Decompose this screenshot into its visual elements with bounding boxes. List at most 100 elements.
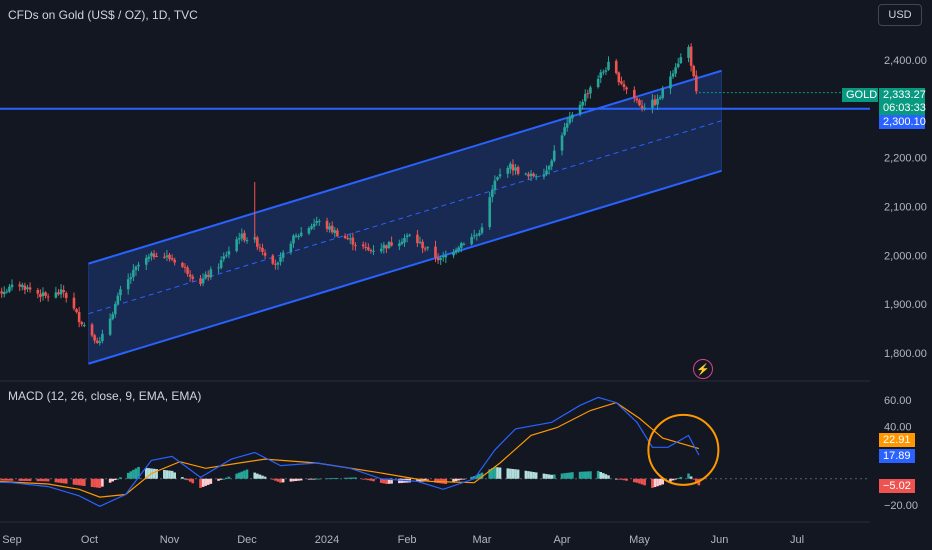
macd-hist-bar [689,476,693,479]
candle-body [330,225,334,233]
candle-body [416,234,419,244]
candle-body [333,230,337,233]
macd-hist-bar [635,478,639,483]
candle-body [134,266,138,271]
macd-hist-bar [385,478,388,484]
candle-body [80,322,84,325]
macd-hist-bar [369,478,373,481]
candle-body [328,226,331,230]
candle-body [72,297,76,309]
candle-body [245,239,249,242]
macd-indicator-title[interactable]: MACD (12, 26, close, 9, EMA, EMA) [8,389,202,403]
macd-hist-bar [8,478,11,481]
macd-hist-bar [132,469,135,479]
price-tick-label: 1,900.00 [884,299,927,311]
macd-hist-bar [75,478,78,485]
candle-body [418,242,422,244]
macd-hist-bar [134,468,138,479]
candle-body [423,248,427,250]
time-tick-label: May [629,534,650,546]
macd-hist-bar [552,474,556,479]
time-tick-label: Dec [237,534,257,546]
macd-hist-bar [426,478,430,482]
macd-hist-bar [550,474,553,479]
macd-hist-bar [72,478,76,485]
channel-lower-line [88,169,722,365]
macd-hist-bar [292,478,295,482]
candle-body [41,292,45,297]
candle-body [170,258,174,260]
candle-body [235,239,238,251]
macd-hist-bar [583,471,587,479]
macd-hist-bar [312,478,316,480]
macd-hist-bar [354,477,357,479]
macd-hist-bar [21,478,24,481]
candle-body [173,259,176,263]
candle-body [8,286,11,292]
candle-body [119,289,122,296]
candle-body [671,73,675,77]
macd-hist-bar [28,478,32,482]
macd-hist-bar [39,478,42,482]
candle-body [372,250,375,252]
macd-hist-bar [488,469,492,479]
lightning-circle-icon[interactable]: ⚡ [693,359,713,379]
macd-tick-label: −20.00 [884,500,918,512]
candle-body [633,89,636,98]
candle-body [405,235,409,238]
currency-button[interactable]: USD [878,4,922,26]
macd-hist-bar [80,478,84,486]
candle-body [367,247,370,250]
macd-hist-bar [560,473,564,479]
candle-body [46,296,50,298]
macd-hist-bar [5,478,9,481]
macd-hist-bar [129,471,133,479]
macd-hist-bar [460,478,463,480]
macd-hist-bar [204,478,207,486]
macd-hist-bar [436,478,440,484]
candle-body [643,107,646,109]
last-price-badge: 2,333.27 [879,88,926,102]
candle-body [209,269,213,278]
candle-body [439,258,442,261]
candle-body [472,235,476,237]
macd-hist-bar [687,473,690,479]
macd-hist-bar [126,472,130,479]
macd-hist-bar [333,478,337,479]
macd-hist-bar [620,478,623,480]
macd-hist-bar [643,478,646,486]
macd-hist-bar [638,478,641,484]
channel-fill [88,70,722,364]
candle-body [64,293,68,299]
candle-body [274,263,277,265]
hline-price-badge: 2,300.10 [879,115,926,129]
macd-hist-badge: −5.02 [879,479,915,493]
price-tick-label: 2,200.00 [884,153,927,165]
macd-hist-bar [152,468,156,479]
candle-body [116,295,120,305]
candle-body [509,163,512,169]
time-tick-label: Sep [2,534,22,546]
candle-body [669,76,672,89]
time-tick-label: Apr [553,534,570,546]
candle-body [529,173,533,177]
macd-hist-bar [93,478,96,488]
macd-hist-bar [599,472,603,479]
candle-body [227,251,231,255]
macd-hist-bar [586,471,590,479]
candle-body [36,290,40,294]
candle-body [496,177,499,180]
candle-body [217,267,220,269]
macd-hist-bar [346,477,349,479]
candle-body [256,237,259,247]
candle-body [653,99,657,105]
candle-body [310,226,313,229]
candle-body [132,269,135,278]
candle-body [478,233,481,236]
macd-hist-bar [524,470,528,479]
candle-body [454,249,458,253]
candle-body [348,238,352,240]
macd-hist-bar [26,478,29,482]
candle-body [452,252,455,256]
